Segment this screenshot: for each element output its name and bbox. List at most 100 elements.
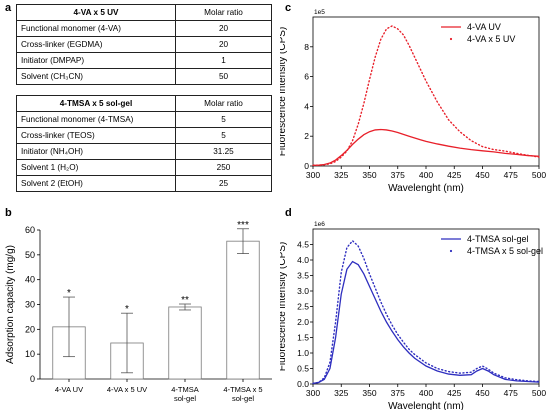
significance-marker: ** <box>181 295 189 306</box>
panel-label-b: b <box>5 207 12 219</box>
series-dotted-line <box>312 25 540 166</box>
y-tick-label: 40 <box>25 275 35 285</box>
table-row: Functional monomer (4-TMSA) 5 <box>16 111 272 128</box>
significance-marker: * <box>67 288 71 299</box>
y-tick-label: 0.5 <box>297 364 309 374</box>
y-axis-label: Fluorescence intensity (CPS) <box>280 242 288 372</box>
y-tick-label: 4.0 <box>297 255 309 265</box>
table-cell: Solvent 2 (EtOH) <box>16 175 176 192</box>
x-tick-label: 4-VA UV <box>55 385 83 394</box>
x-tick-label: 500 <box>532 170 546 180</box>
table-row: Functional monomer (4-VA) 20 <box>16 20 272 37</box>
table-row: Cross-linker (EGDMA) 20 <box>16 36 272 53</box>
table-cell: 20 <box>175 36 272 53</box>
x-tick-label: 450 <box>475 170 489 180</box>
table-cell: Cross-linker (TEOS) <box>16 127 176 144</box>
table-cell: 25 <box>175 175 272 192</box>
legend-label: 4-TMSA x 5 sol-gel <box>467 246 543 256</box>
series-line <box>312 128 540 166</box>
table-header-cell: Molar ratio <box>175 95 272 112</box>
y-tick-label: 20 <box>25 324 35 334</box>
x-tick-label: 375 <box>391 170 405 180</box>
table-row: Initiator (NH₄OH) 31.25 <box>16 143 272 160</box>
x-axis-label: Wavelenght (nm) <box>388 183 464 194</box>
table-cell: 1 <box>175 52 272 69</box>
table-cell: Solvent (CH₃CN) <box>16 68 176 85</box>
y-tick-label: 8 <box>304 42 309 52</box>
table-header-row: 4-VA x 5 UV Molar ratio <box>16 4 272 21</box>
significance-marker: *** <box>237 220 249 231</box>
panel-label-c: c <box>285 2 292 14</box>
table-cell: Initiator (DMPAP) <box>16 52 176 69</box>
y-tick-label: 2.0 <box>297 317 309 327</box>
y-tick-label: 0.0 <box>297 379 309 389</box>
y-axis-label: Adsorption capacity (mg/g) <box>5 245 16 364</box>
table-cell: 250 <box>175 159 272 176</box>
x-tick-label: 350 <box>362 388 376 398</box>
y-tick-label: 4.5 <box>297 240 309 250</box>
series-dotted-line <box>312 239 540 385</box>
x-tick-label: 400 <box>419 170 433 180</box>
table-cell: Initiator (NH₄OH) <box>16 143 176 160</box>
y-axis-label: Fluorescence intensity (CPS) <box>280 27 288 157</box>
x-tick-label: 450 <box>475 388 489 398</box>
legend-swatch <box>449 37 453 41</box>
significance-marker: * <box>125 304 129 315</box>
legend-swatch <box>449 249 453 253</box>
table-header-row: 4-TMSA x 5 sol-gel Molar ratio <box>16 95 272 112</box>
table-cell: Cross-linker (EGDMA) <box>16 36 176 53</box>
x-tick-label: 400 <box>419 388 433 398</box>
y-tick-label: 0 <box>30 374 35 384</box>
bar <box>226 240 260 380</box>
table-row: Solvent 1 (H₂O) 250 <box>16 159 272 176</box>
scale-exponent-label: 1e5 <box>314 9 325 16</box>
legend-label: 4-VA UV <box>467 22 501 32</box>
y-tick-label: 2.5 <box>297 302 309 312</box>
bar <box>168 306 202 380</box>
table-row: Initiator (DMPAP) 1 <box>16 52 272 69</box>
x-tick-label: 300 <box>306 388 320 398</box>
table-row: Solvent 2 (EtOH) 25 <box>16 175 272 192</box>
legend-label: 4-VA x 5 UV <box>467 34 515 44</box>
table-cell: 5 <box>175 111 272 128</box>
x-tick-label: 325 <box>334 170 348 180</box>
table-cell: 31.25 <box>175 143 272 160</box>
x-tick-label: 500 <box>532 388 546 398</box>
x-axis-label: Wavelenght (nm) <box>388 401 464 410</box>
table-header-cell: Molar ratio <box>175 4 272 21</box>
table-cell: 20 <box>175 20 272 37</box>
panel-label-a: a <box>5 2 12 14</box>
y-tick-label: 4 <box>304 101 309 111</box>
table-cell: Solvent 1 (H₂O) <box>16 159 176 176</box>
y-tick-label: 3.0 <box>297 286 309 296</box>
x-tick-label: 4-VA x 5 UV <box>107 385 147 394</box>
table-row: Solvent (CH₃CN) 50 <box>16 68 272 85</box>
y-tick-label: 60 <box>25 225 35 235</box>
x-tick-label: 350 <box>362 170 376 180</box>
line-chart-fluorescence-va: 300 325 350 375 400 425 450 475 500 0 2 4 6 8 1e5 Wavel… <box>280 9 546 194</box>
table-cell: Functional monomer (4-TMSA) <box>16 111 176 128</box>
formulation-table-4va: 4-VA x 5 UV Molar ratio Functional monom… <box>16 4 272 85</box>
y-tick-label: 3.5 <box>297 271 309 281</box>
series-line <box>312 260 540 385</box>
table-cell: 50 <box>175 68 272 85</box>
x-tick-label: 475 <box>504 388 518 398</box>
x-tick-label: 4-TMSA x 5 sol-gel <box>223 385 262 403</box>
scale-exponent-label: 1e6 <box>314 221 325 228</box>
bar-chart-adsorption: 0 10 20 30 40 50 60 * 4-VA UV * 4-VA x 5 UV ** 4-TMS… <box>5 220 272 403</box>
table-cell: Functional monomer (4-VA) <box>16 20 176 37</box>
table-header-cell: 4-VA x 5 UV <box>16 4 176 21</box>
x-tick-label: 425 <box>447 170 461 180</box>
y-tick-label: 6 <box>304 72 309 82</box>
x-tick-label: 300 <box>306 170 320 180</box>
table-header-cell: 4-TMSA x 5 sol-gel <box>16 95 176 112</box>
table-row: Cross-linker (TEOS) 5 <box>16 127 272 144</box>
panel-label-d: d <box>285 207 292 219</box>
x-tick-label: 475 <box>504 170 518 180</box>
y-tick-label: 0 <box>304 161 309 171</box>
y-tick-label: 2 <box>304 131 309 141</box>
line-chart-fluorescence-tmsa: 300 325 350 375 400 425 450 475 500 0.0 0.5 1.0 1.5 2… <box>280 221 546 410</box>
y-tick-label: 1.5 <box>297 333 309 343</box>
y-tick-label: 30 <box>25 300 35 310</box>
y-tick-label: 50 <box>25 250 35 260</box>
